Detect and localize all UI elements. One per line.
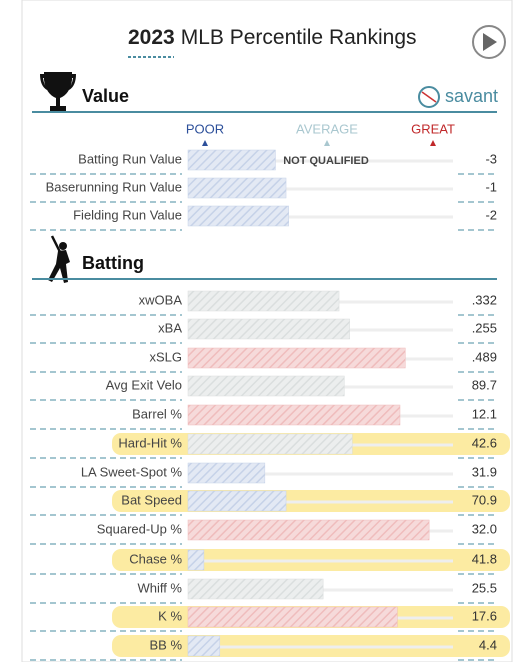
row-label: Fielding Run Value xyxy=(73,207,182,222)
legend-arrow xyxy=(202,140,208,146)
row-label: Bat Speed xyxy=(121,492,182,507)
savant-logo: savant xyxy=(445,86,498,106)
content: Value savant POOR AVERAGE GREAT Batting Run V… xyxy=(30,86,510,661)
percentile-bar xyxy=(187,290,340,312)
row-value: 89.7 xyxy=(472,377,497,392)
percentile-bar xyxy=(187,404,401,426)
row-value: 70.9 xyxy=(472,492,497,507)
row-label: Chase % xyxy=(129,551,182,566)
section-title: Value xyxy=(82,86,129,106)
percentile-bar xyxy=(187,177,287,199)
percentile-bar xyxy=(187,318,350,340)
legend-arrow xyxy=(324,140,330,146)
percentile-bar xyxy=(187,462,266,484)
row-label: Barrel % xyxy=(132,406,182,421)
row-note: NOT QUALIFIED xyxy=(283,155,369,167)
percentile-bar xyxy=(187,519,430,541)
percentile-bar xyxy=(187,635,221,657)
row-label: Squared-Up % xyxy=(97,521,183,536)
play-button[interactable] xyxy=(472,25,506,59)
row-value: 4.4 xyxy=(479,637,497,652)
row-value: 25.5 xyxy=(472,580,497,595)
legend-label: GREAT xyxy=(411,121,455,136)
row-value: -2 xyxy=(485,207,497,222)
row-value: 41.8 xyxy=(472,551,497,566)
row-label: BB % xyxy=(149,637,182,652)
row-value: 42.6 xyxy=(472,435,497,450)
row-label: LA Sweet-Spot % xyxy=(81,464,183,479)
percentile-bar xyxy=(187,375,345,397)
row-value: 12.1 xyxy=(472,406,497,421)
row-value: -1 xyxy=(485,179,497,194)
row-value: -3 xyxy=(485,151,497,166)
percentile-bar xyxy=(187,490,287,512)
row-value: 32.0 xyxy=(472,521,497,536)
section-title: Batting xyxy=(82,253,144,273)
percentile-bar xyxy=(187,549,205,571)
percentile-bar xyxy=(187,606,398,628)
legend-label: POOR xyxy=(186,121,224,136)
row-label: xBA xyxy=(158,320,182,335)
header-title: 2023 MLB Percentile Rankings xyxy=(128,26,417,49)
savant-logo-icon xyxy=(418,86,440,108)
row-label: Hard-Hit % xyxy=(118,435,182,450)
title: MLB Percentile Rankings xyxy=(181,26,417,49)
row-label: Whiff % xyxy=(137,580,182,595)
row-label: K % xyxy=(158,608,182,623)
row-value: 31.9 xyxy=(472,464,497,479)
row-label: Batting Run Value xyxy=(78,151,182,166)
row-label: xwOBA xyxy=(139,292,183,307)
row-value: .255 xyxy=(472,320,497,335)
legend-arrow xyxy=(430,140,436,146)
year: 2023 xyxy=(128,26,175,49)
percentile-bar xyxy=(187,578,324,600)
row-label: Avg Exit Velo xyxy=(106,377,182,392)
row-value: .332 xyxy=(472,292,497,307)
row-value: .489 xyxy=(472,349,497,364)
trophy-icon xyxy=(40,72,76,112)
percentile-bar xyxy=(187,347,406,369)
percentile-bar xyxy=(187,149,276,171)
percentile-bar xyxy=(187,205,289,227)
legend-label: AVERAGE xyxy=(296,121,358,136)
row-value: 17.6 xyxy=(472,608,497,623)
row-label: Baserunning Run Value xyxy=(46,179,182,194)
batter-icon xyxy=(48,235,70,283)
row-label: xSLG xyxy=(149,349,182,364)
percentile-bar xyxy=(187,433,353,455)
